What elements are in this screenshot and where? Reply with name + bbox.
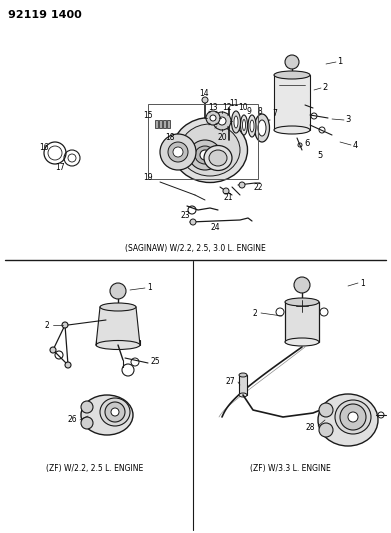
Text: 3: 3 bbox=[345, 116, 351, 125]
Text: 10: 10 bbox=[238, 103, 248, 112]
Circle shape bbox=[168, 142, 188, 162]
Text: 2: 2 bbox=[253, 309, 257, 318]
Circle shape bbox=[111, 408, 119, 416]
Ellipse shape bbox=[172, 117, 248, 182]
Circle shape bbox=[348, 412, 358, 422]
Ellipse shape bbox=[335, 400, 371, 434]
Ellipse shape bbox=[258, 120, 266, 136]
Ellipse shape bbox=[240, 115, 248, 135]
Text: 23: 23 bbox=[180, 211, 190, 220]
Circle shape bbox=[65, 362, 71, 368]
Bar bbox=[148, 104, 258, 179]
Circle shape bbox=[218, 117, 226, 125]
Ellipse shape bbox=[274, 71, 310, 79]
Ellipse shape bbox=[180, 124, 240, 176]
Ellipse shape bbox=[242, 119, 246, 131]
Text: 13: 13 bbox=[208, 102, 218, 111]
Polygon shape bbox=[96, 307, 140, 345]
Text: 20: 20 bbox=[217, 133, 227, 142]
Text: 5: 5 bbox=[317, 150, 323, 159]
Ellipse shape bbox=[248, 115, 256, 137]
Ellipse shape bbox=[195, 146, 215, 164]
Circle shape bbox=[173, 147, 183, 157]
Circle shape bbox=[200, 150, 210, 160]
Text: 17: 17 bbox=[55, 164, 65, 173]
Ellipse shape bbox=[234, 116, 238, 128]
Circle shape bbox=[62, 322, 68, 328]
Ellipse shape bbox=[209, 150, 227, 166]
Ellipse shape bbox=[96, 341, 140, 350]
Text: 25: 25 bbox=[150, 358, 160, 367]
Ellipse shape bbox=[100, 303, 136, 311]
Text: (SAGINAW) W/2.2, 2.5, 3.0 L. ENGINE: (SAGINAW) W/2.2, 2.5, 3.0 L. ENGINE bbox=[125, 244, 265, 253]
Text: 1: 1 bbox=[148, 284, 152, 293]
Text: 2: 2 bbox=[322, 84, 328, 93]
Circle shape bbox=[285, 55, 299, 69]
Ellipse shape bbox=[285, 338, 319, 346]
Text: 1: 1 bbox=[337, 58, 343, 67]
Ellipse shape bbox=[285, 298, 319, 306]
Text: 26: 26 bbox=[67, 416, 77, 424]
Text: (ZF) W/3.3 L. ENGINE: (ZF) W/3.3 L. ENGINE bbox=[249, 464, 330, 472]
Ellipse shape bbox=[204, 146, 232, 171]
Ellipse shape bbox=[250, 120, 254, 132]
Text: 7: 7 bbox=[273, 109, 278, 117]
Ellipse shape bbox=[274, 126, 310, 134]
Circle shape bbox=[50, 347, 56, 353]
Text: 19: 19 bbox=[143, 173, 153, 182]
Circle shape bbox=[294, 277, 310, 293]
Circle shape bbox=[81, 417, 93, 429]
Ellipse shape bbox=[189, 140, 221, 170]
Ellipse shape bbox=[100, 398, 130, 426]
Circle shape bbox=[223, 188, 229, 194]
Ellipse shape bbox=[239, 393, 247, 397]
Circle shape bbox=[190, 219, 196, 225]
Text: 24: 24 bbox=[210, 223, 220, 232]
Ellipse shape bbox=[239, 373, 247, 377]
Bar bbox=[239, 375, 247, 395]
Circle shape bbox=[81, 401, 93, 413]
Bar bbox=[155, 120, 158, 128]
Text: 14: 14 bbox=[199, 90, 209, 99]
Bar bbox=[285, 302, 319, 342]
Text: 11: 11 bbox=[229, 100, 239, 109]
Circle shape bbox=[319, 423, 333, 437]
Text: 28: 28 bbox=[305, 424, 315, 432]
Circle shape bbox=[105, 402, 125, 422]
Circle shape bbox=[210, 115, 216, 121]
Bar bbox=[274, 75, 310, 130]
Ellipse shape bbox=[231, 111, 240, 133]
Text: 1: 1 bbox=[361, 279, 365, 287]
Circle shape bbox=[110, 283, 126, 299]
Bar bbox=[163, 120, 166, 128]
Text: (ZF) W/2.2, 2.5 L. ENGINE: (ZF) W/2.2, 2.5 L. ENGINE bbox=[47, 464, 143, 472]
Circle shape bbox=[206, 111, 220, 125]
Bar bbox=[159, 120, 162, 128]
Ellipse shape bbox=[318, 394, 378, 446]
Text: 9: 9 bbox=[247, 107, 251, 116]
Circle shape bbox=[239, 182, 245, 188]
Text: 15: 15 bbox=[143, 111, 153, 120]
Circle shape bbox=[319, 403, 333, 417]
Text: 22: 22 bbox=[253, 183, 263, 192]
Text: 8: 8 bbox=[258, 108, 262, 117]
Ellipse shape bbox=[255, 114, 269, 142]
Text: 18: 18 bbox=[165, 133, 175, 141]
Text: 4: 4 bbox=[352, 141, 358, 149]
Ellipse shape bbox=[81, 395, 133, 435]
Circle shape bbox=[202, 97, 208, 103]
Text: 92119 1400: 92119 1400 bbox=[8, 10, 82, 20]
Circle shape bbox=[213, 112, 231, 130]
Circle shape bbox=[340, 404, 366, 430]
Text: 21: 21 bbox=[223, 193, 233, 203]
Circle shape bbox=[160, 134, 196, 170]
Text: 6: 6 bbox=[304, 139, 310, 148]
Text: 12: 12 bbox=[222, 103, 232, 112]
Text: 16: 16 bbox=[39, 143, 49, 152]
Text: 27: 27 bbox=[225, 377, 235, 386]
Bar bbox=[167, 120, 170, 128]
Text: 2: 2 bbox=[45, 320, 49, 329]
